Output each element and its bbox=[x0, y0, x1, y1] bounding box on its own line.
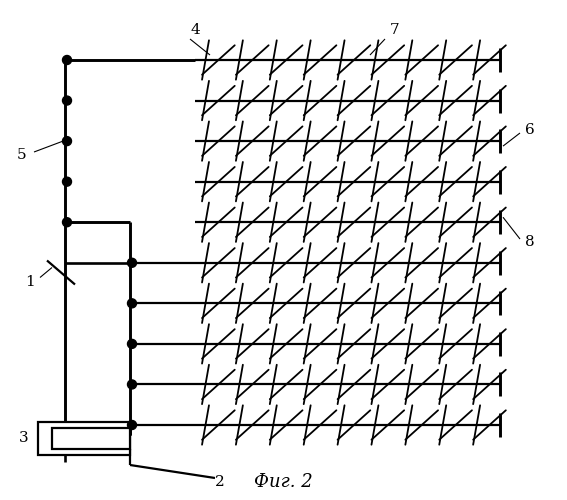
Bar bbox=[38, 422, 130, 455]
Text: 1: 1 bbox=[25, 276, 35, 289]
Circle shape bbox=[62, 177, 71, 186]
Circle shape bbox=[128, 380, 137, 389]
Text: 2: 2 bbox=[215, 475, 225, 489]
Circle shape bbox=[128, 258, 137, 268]
Text: 3: 3 bbox=[19, 432, 29, 446]
Bar bbox=[52, 428, 130, 449]
Text: Фиг. 2: Фиг. 2 bbox=[254, 473, 313, 491]
Circle shape bbox=[62, 218, 71, 226]
Text: 8: 8 bbox=[525, 235, 535, 249]
Text: 7: 7 bbox=[390, 23, 400, 37]
Circle shape bbox=[128, 340, 137, 348]
Text: 6: 6 bbox=[525, 123, 535, 137]
Text: 4: 4 bbox=[190, 23, 200, 37]
Circle shape bbox=[62, 56, 71, 64]
Circle shape bbox=[128, 420, 137, 430]
Circle shape bbox=[62, 96, 71, 105]
Circle shape bbox=[128, 299, 137, 308]
Text: 5: 5 bbox=[17, 148, 27, 162]
Circle shape bbox=[62, 136, 71, 145]
